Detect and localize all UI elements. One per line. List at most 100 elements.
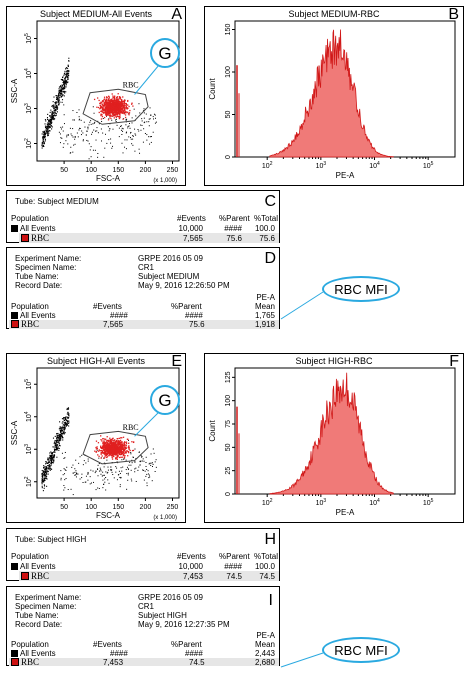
event-dot <box>111 469 113 471</box>
rbc-dot <box>117 455 119 457</box>
event-dot <box>68 425 70 427</box>
event-dot <box>102 118 104 120</box>
event-dot <box>100 470 102 472</box>
event-dot <box>51 118 53 121</box>
rbc-dot <box>121 102 123 104</box>
event-dot <box>58 103 60 105</box>
event-dot <box>155 459 157 461</box>
rbc-dot <box>131 102 133 104</box>
rbc-dot <box>116 446 118 448</box>
event-dot <box>65 80 67 82</box>
event-dot <box>51 114 53 116</box>
event-dot <box>155 466 157 468</box>
rbc-dot <box>102 443 104 445</box>
scatter-points <box>41 407 157 496</box>
event-dot <box>63 428 65 430</box>
event-dot <box>67 72 69 74</box>
x-tick-label: 100 <box>85 504 97 511</box>
event-dot <box>68 415 70 417</box>
rbc-dot <box>100 105 102 108</box>
rbc-dot <box>98 99 100 102</box>
event-dot <box>42 136 44 139</box>
event-dot <box>56 456 58 458</box>
event-dot <box>129 127 131 129</box>
event-dot <box>63 422 65 424</box>
rbc-dot <box>117 105 119 107</box>
info-value: May 9, 2016 12:26:50 PM <box>138 281 230 290</box>
rbc-dot <box>126 107 129 109</box>
event-dot <box>64 425 66 427</box>
event-dot <box>64 432 66 434</box>
event-dot <box>79 118 81 120</box>
event-dot <box>145 462 147 464</box>
rbc-dot <box>109 453 112 455</box>
event-dot <box>140 460 142 462</box>
row-events: 7,565 <box>103 320 124 329</box>
rbc-dot <box>118 115 121 118</box>
event-dot <box>106 142 108 144</box>
event-dot <box>63 73 65 75</box>
rbc-dot <box>123 107 126 109</box>
event-dot <box>62 94 64 96</box>
rbc-dot <box>106 105 108 107</box>
event-dot <box>63 91 65 93</box>
event-dot <box>51 461 53 463</box>
event-dot <box>45 468 48 470</box>
event-dot <box>53 108 55 110</box>
event-dot <box>56 441 58 443</box>
event-dot <box>49 466 51 468</box>
rbc-dot <box>108 100 110 102</box>
event-dot <box>61 90 63 92</box>
event-dot <box>63 81 65 83</box>
event-dot <box>49 121 52 123</box>
event-dot <box>49 452 51 454</box>
rbc-dot <box>120 449 122 452</box>
rbc-dot <box>104 447 106 449</box>
rbc-dot <box>108 445 110 448</box>
rbc-dot <box>112 442 114 444</box>
event-dot <box>58 90 60 92</box>
x-tick-label: 50 <box>60 167 68 174</box>
event-dot <box>54 435 56 437</box>
event-dot <box>56 435 58 437</box>
rbc-dot <box>114 448 116 450</box>
event-dot <box>43 134 45 136</box>
info-value: GRPE 2016 05 09 <box>138 254 203 263</box>
event-dot <box>59 429 62 431</box>
event-dot <box>47 457 49 459</box>
event-dot <box>67 134 69 136</box>
event-dot <box>108 139 110 141</box>
event-dot <box>66 407 68 409</box>
rbc-dot <box>95 451 98 453</box>
event-dot <box>48 465 50 467</box>
event-dot <box>44 126 47 128</box>
event-dot <box>51 111 53 113</box>
event-dot <box>56 439 58 441</box>
event-dot <box>54 451 56 453</box>
rbc-dot <box>106 436 108 438</box>
event-dot <box>64 82 66 84</box>
event-dot <box>87 458 89 460</box>
rbc-dot <box>114 107 116 109</box>
row-mean: 1,765 <box>254 311 275 320</box>
event-dot <box>51 461 53 464</box>
rbc-dot <box>109 110 112 112</box>
row-name: RBC <box>31 571 50 581</box>
event-dot <box>49 458 51 460</box>
event-dot <box>53 108 55 110</box>
event-dot <box>44 479 46 481</box>
event-dot <box>56 106 58 108</box>
y-tick-label: 75 <box>225 420 232 428</box>
rbc-dot <box>117 450 120 452</box>
rbc-dot <box>106 446 108 448</box>
event-dot <box>72 119 74 121</box>
rbc-dot <box>121 444 123 446</box>
rbc-dot <box>100 110 102 113</box>
event-dot <box>50 119 52 121</box>
event-dot <box>97 132 99 134</box>
rbc-dot <box>119 441 122 444</box>
row-name: All Events <box>20 311 56 320</box>
event-dot <box>60 90 62 92</box>
event-dot <box>151 480 153 482</box>
event-dot <box>47 128 49 130</box>
